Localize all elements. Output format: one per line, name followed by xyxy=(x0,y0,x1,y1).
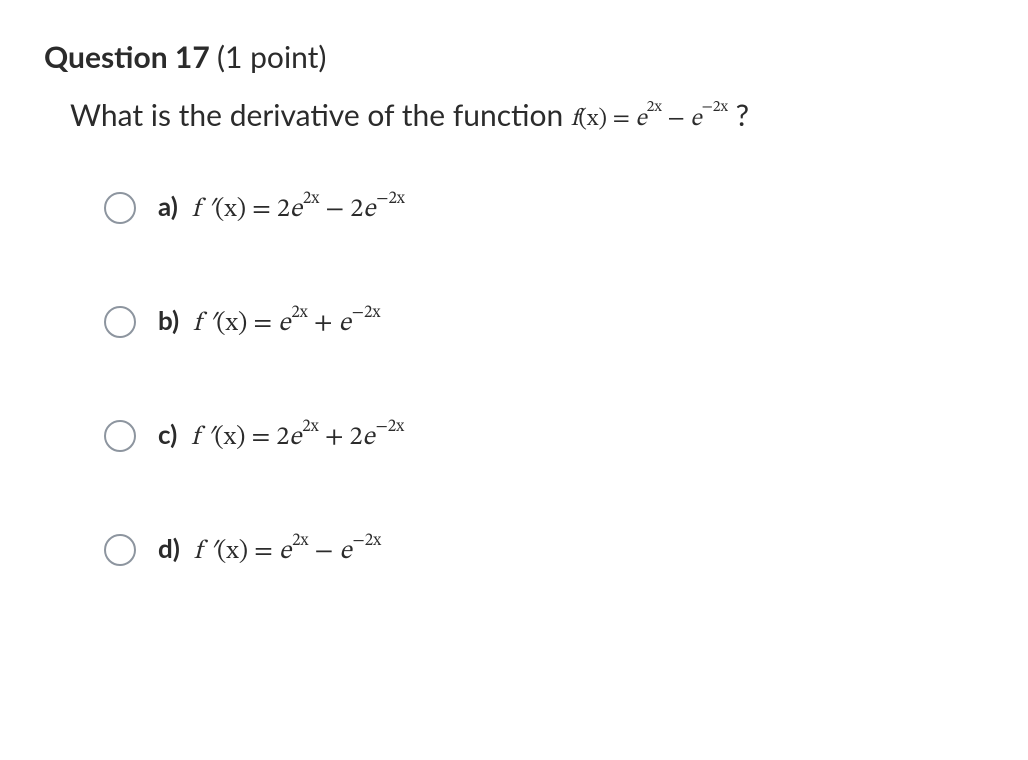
fprime-arg-b: (x) xyxy=(216,311,247,337)
option-a-math: f ′(x) = 2e2x − 2e−2x xyxy=(192,197,405,223)
d-e1: 2x xyxy=(292,533,308,550)
a-e2: −2x xyxy=(376,191,405,208)
a-c2: 2 xyxy=(350,197,363,223)
eq-a: = xyxy=(246,197,277,223)
option-d-letter: d) xyxy=(158,535,180,561)
option-b-body: b) f ′(x) = e2x + e−2x xyxy=(158,307,380,337)
d-b1: e xyxy=(279,539,291,565)
fprime-arg-a: (x) xyxy=(215,197,246,223)
option-b-math: f ′(x) = e2x + e−2x xyxy=(193,311,380,337)
a-b2: e xyxy=(363,197,375,223)
b-b1: e xyxy=(278,311,290,337)
stem-eq: = xyxy=(607,107,636,131)
c-e2: −2x xyxy=(376,419,405,436)
b-e2: −2x xyxy=(352,305,381,322)
fprime-c: f ′ xyxy=(191,425,214,451)
option-c[interactable]: c) f ′(x) = 2e2x + 2e−2x xyxy=(104,420,984,452)
radio-b[interactable] xyxy=(104,306,136,338)
d-op: − xyxy=(309,539,340,565)
b-op: + xyxy=(308,311,339,337)
option-c-math: f ′(x) = 2e2x + 2e−2x xyxy=(191,425,404,451)
a-b1: e xyxy=(290,197,302,223)
stem-suffix: ? xyxy=(728,97,749,133)
option-a-letter: a) xyxy=(158,193,178,219)
question-number: Question 17 xyxy=(44,39,210,75)
a-e1: 2x xyxy=(303,191,319,208)
question-stem: What is the derivative of the function f… xyxy=(70,95,984,136)
c-e1: 2x xyxy=(302,419,318,436)
eq-b: = xyxy=(247,311,278,337)
d-b2: e xyxy=(339,539,351,565)
c-op: + xyxy=(319,425,350,451)
radio-a[interactable] xyxy=(104,192,136,224)
option-d-math: f ′(x) = e2x − e−2x xyxy=(194,539,381,565)
stem-e1: e xyxy=(636,107,647,131)
c-b2: e xyxy=(363,425,375,451)
stem-text: What is the derivative of the function xyxy=(70,97,571,133)
question-points: (1 point) xyxy=(217,39,326,75)
c-c2: 2 xyxy=(350,425,363,451)
option-c-letter: c) xyxy=(158,421,177,447)
option-c-body: c) f ′(x) = 2e2x + 2e−2x xyxy=(158,421,404,451)
eq-c: = xyxy=(245,425,276,451)
fprime-d: f ′ xyxy=(194,539,217,565)
options-group: a) f ′(x) = 2e2x − 2e−2x b) f ′(x) = e2x… xyxy=(104,192,984,566)
b-e1: 2x xyxy=(291,305,307,322)
a-c1: 2 xyxy=(277,197,290,223)
option-a-body: a) f ′(x) = 2e2x − 2e−2x xyxy=(158,193,405,223)
option-b[interactable]: b) f ′(x) = e2x + e−2x xyxy=(104,306,984,338)
fprime-b: f ′ xyxy=(193,311,216,337)
option-a[interactable]: a) f ′(x) = 2e2x − 2e−2x xyxy=(104,192,984,224)
question-heading: Question 17 (1 point) xyxy=(44,38,984,77)
stem-function: f(x) = e2x − e−2x xyxy=(571,103,728,135)
stem-exp2: −2x xyxy=(702,99,728,115)
stem-minus: − xyxy=(662,107,691,131)
radio-d[interactable] xyxy=(104,534,136,566)
b-b2: e xyxy=(339,311,351,337)
fprime-arg-c: (x) xyxy=(214,425,245,451)
question-container: Question 17 (1 point) What is the deriva… xyxy=(0,0,1028,586)
c-c1: 2 xyxy=(276,425,289,451)
a-op: − xyxy=(319,197,350,223)
option-d[interactable]: d) f ′(x) = e2x − e−2x xyxy=(104,534,984,566)
stem-arg: (x) xyxy=(578,107,607,131)
option-d-body: d) f ′(x) = e2x − e−2x xyxy=(158,535,381,565)
stem-exp1: 2x xyxy=(647,99,662,115)
stem-e2: e xyxy=(690,107,701,131)
fprime-arg-d: (x) xyxy=(217,539,248,565)
eq-d: = xyxy=(248,539,279,565)
c-b1: e xyxy=(289,425,301,451)
radio-c[interactable] xyxy=(104,420,136,452)
fprime-a: f ′ xyxy=(192,197,215,223)
option-b-letter: b) xyxy=(158,307,179,333)
d-e2: −2x xyxy=(353,533,382,550)
